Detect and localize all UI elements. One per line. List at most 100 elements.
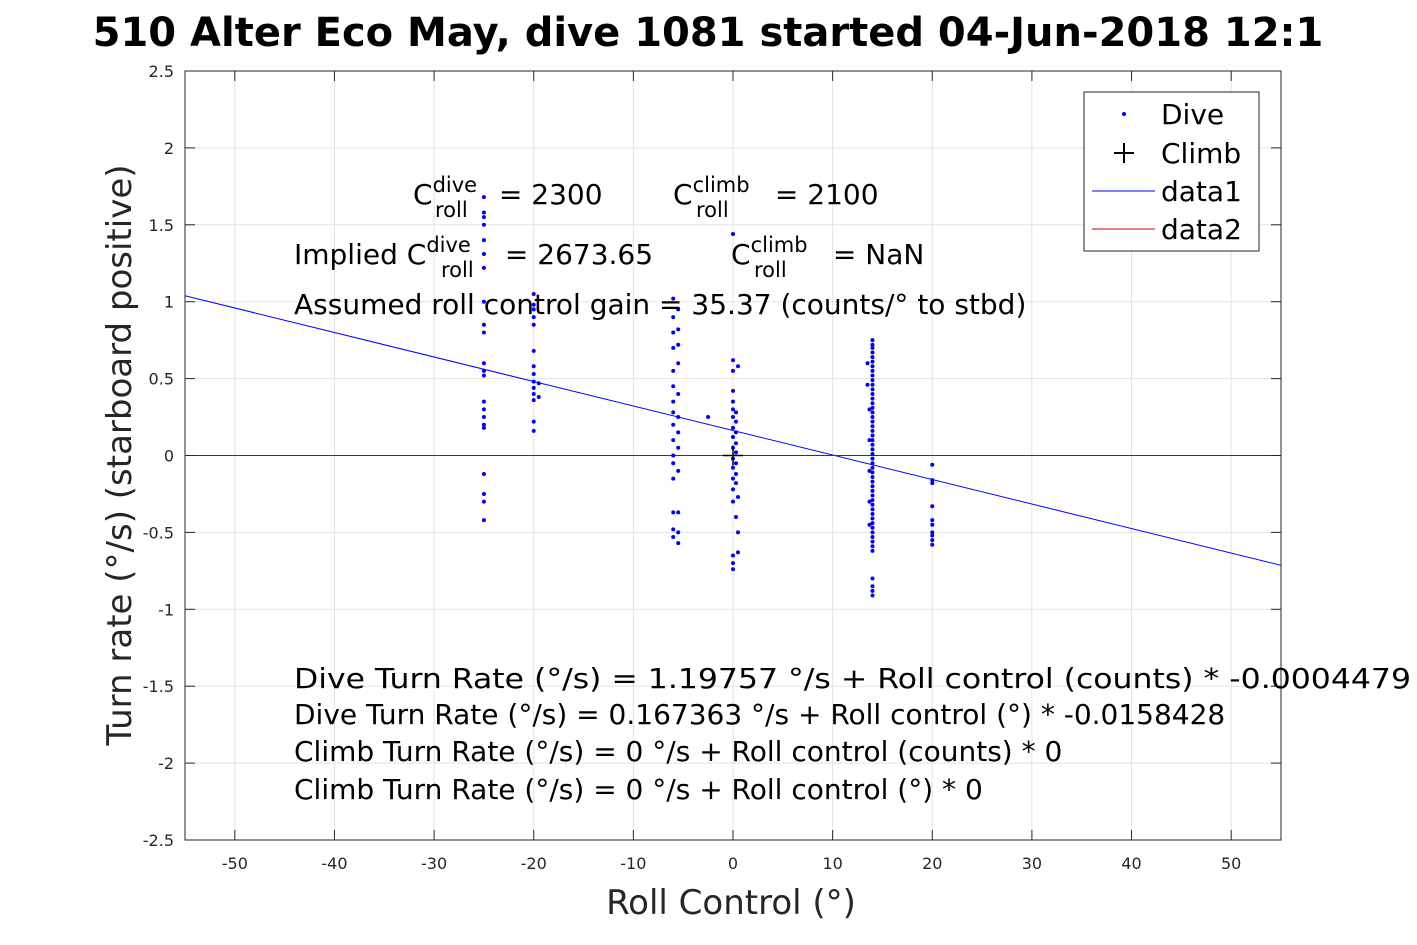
dive-point xyxy=(671,461,676,466)
series-line-data1 xyxy=(184,295,1282,566)
dive-point xyxy=(671,399,676,404)
dive-point xyxy=(481,425,486,430)
x-tick-label: -40 xyxy=(321,854,347,873)
y-tick-label: -1.5 xyxy=(143,677,174,696)
dive-point xyxy=(481,373,486,378)
data-layer xyxy=(184,195,1282,598)
dive-point xyxy=(671,535,676,540)
chart-title: 510 Alter Eco May, dive 1081 started 04-… xyxy=(93,10,1324,56)
dive-point xyxy=(930,542,935,547)
dive-point xyxy=(481,330,486,335)
x-tick-label: -20 xyxy=(521,854,547,873)
dive-point xyxy=(870,373,875,378)
dive-point xyxy=(481,215,486,220)
dive-point xyxy=(870,488,875,493)
annotation-gain: Assumed roll control gain = 35.37 (count… xyxy=(294,288,1026,321)
dive-point xyxy=(870,428,875,433)
dive-point xyxy=(735,530,740,535)
annotation-implied-climb: Cclimb roll = NaN xyxy=(731,233,924,282)
dive-point xyxy=(731,499,735,504)
dive-point xyxy=(870,593,875,598)
dive-point xyxy=(735,364,740,369)
dive-point xyxy=(930,522,935,527)
dive-point xyxy=(706,415,711,420)
annotation-equation-3: Climb Turn Rate (°/s) = 0 °/s + Roll con… xyxy=(294,735,1062,768)
annotation-implied-dive: Implied Cdive roll = 2673.65 xyxy=(294,233,653,282)
dive-point xyxy=(930,518,935,523)
dive-point xyxy=(930,504,935,509)
dive-point xyxy=(531,385,536,390)
legend-climb-label: Climb xyxy=(1161,137,1241,170)
dive-point xyxy=(536,395,541,400)
dive-point xyxy=(870,451,875,456)
annotation-equation-2: Dive Turn Rate (°/s) = 0.167363 °/s + Ro… xyxy=(294,698,1225,731)
dive-point xyxy=(870,461,875,466)
dive-point xyxy=(870,355,875,360)
dive-point xyxy=(870,410,875,415)
legend: Dive Climb data1 data2 xyxy=(1083,91,1260,252)
axis-ticks: -50 -40 -30 -20 -10 0 10 20 30 40 50 2.5 2 1.5 1 0.5 0 -0… xyxy=(143,62,1281,873)
climb-point xyxy=(723,445,743,466)
dive-point xyxy=(733,515,738,520)
y-tick-label: -1 xyxy=(158,600,174,619)
dive-point xyxy=(481,361,486,366)
legend-data1-label: data1 xyxy=(1161,175,1242,208)
dive-point xyxy=(676,510,681,515)
dive-point xyxy=(870,479,875,484)
x-tick-label: 30 xyxy=(1022,854,1042,873)
dive-point xyxy=(731,368,735,373)
dive-point xyxy=(870,345,875,350)
dive-point xyxy=(731,465,735,470)
dive-point xyxy=(531,292,536,297)
dive-point xyxy=(870,516,875,521)
dive-point xyxy=(870,438,875,443)
dive-point xyxy=(870,447,875,452)
legend-dive-marker xyxy=(1122,112,1126,116)
dive-point xyxy=(671,296,676,301)
dive-point xyxy=(481,368,486,373)
dive-point xyxy=(867,407,872,412)
dive-point xyxy=(870,342,875,347)
x-tick-label: -30 xyxy=(421,854,447,873)
dive-point xyxy=(531,419,536,424)
dive-point xyxy=(531,379,536,384)
dive-point xyxy=(676,541,681,546)
dive-point xyxy=(676,391,681,396)
y-tick-label: 2 xyxy=(164,139,174,158)
dive-point xyxy=(676,307,681,312)
dive-point xyxy=(531,307,536,312)
dive-point xyxy=(676,530,681,535)
dive-point xyxy=(735,550,740,555)
dive-point xyxy=(531,371,536,376)
dive-point xyxy=(531,348,536,353)
dive-point xyxy=(731,415,735,420)
dive-point xyxy=(870,387,875,392)
dive-point xyxy=(870,539,875,544)
y-tick-label: -2.5 xyxy=(143,831,174,850)
dive-point xyxy=(731,358,735,363)
x-tick-label: -10 xyxy=(620,854,646,873)
dive-point xyxy=(671,476,676,481)
dive-point xyxy=(731,476,735,481)
dive-point xyxy=(870,548,875,553)
y-tick-label: 2.5 xyxy=(149,62,174,81)
dive-point xyxy=(733,471,738,476)
dive-point xyxy=(930,533,935,538)
legend-dive-label: Dive xyxy=(1161,98,1224,131)
dive-point xyxy=(481,265,486,270)
dive-point xyxy=(531,302,536,307)
dive-point xyxy=(870,576,875,581)
dive-point xyxy=(531,322,536,327)
dive-point xyxy=(870,338,875,343)
dive-point xyxy=(870,401,875,406)
dive-point xyxy=(870,433,875,438)
dive-point xyxy=(671,410,676,415)
dive-point xyxy=(671,453,676,458)
dive-point xyxy=(671,345,676,350)
legend-box xyxy=(1083,91,1260,252)
dive-point xyxy=(870,535,875,540)
dive-point xyxy=(867,522,872,527)
dive-point xyxy=(870,588,875,593)
dive-point xyxy=(676,342,681,347)
dive-point xyxy=(870,391,875,396)
